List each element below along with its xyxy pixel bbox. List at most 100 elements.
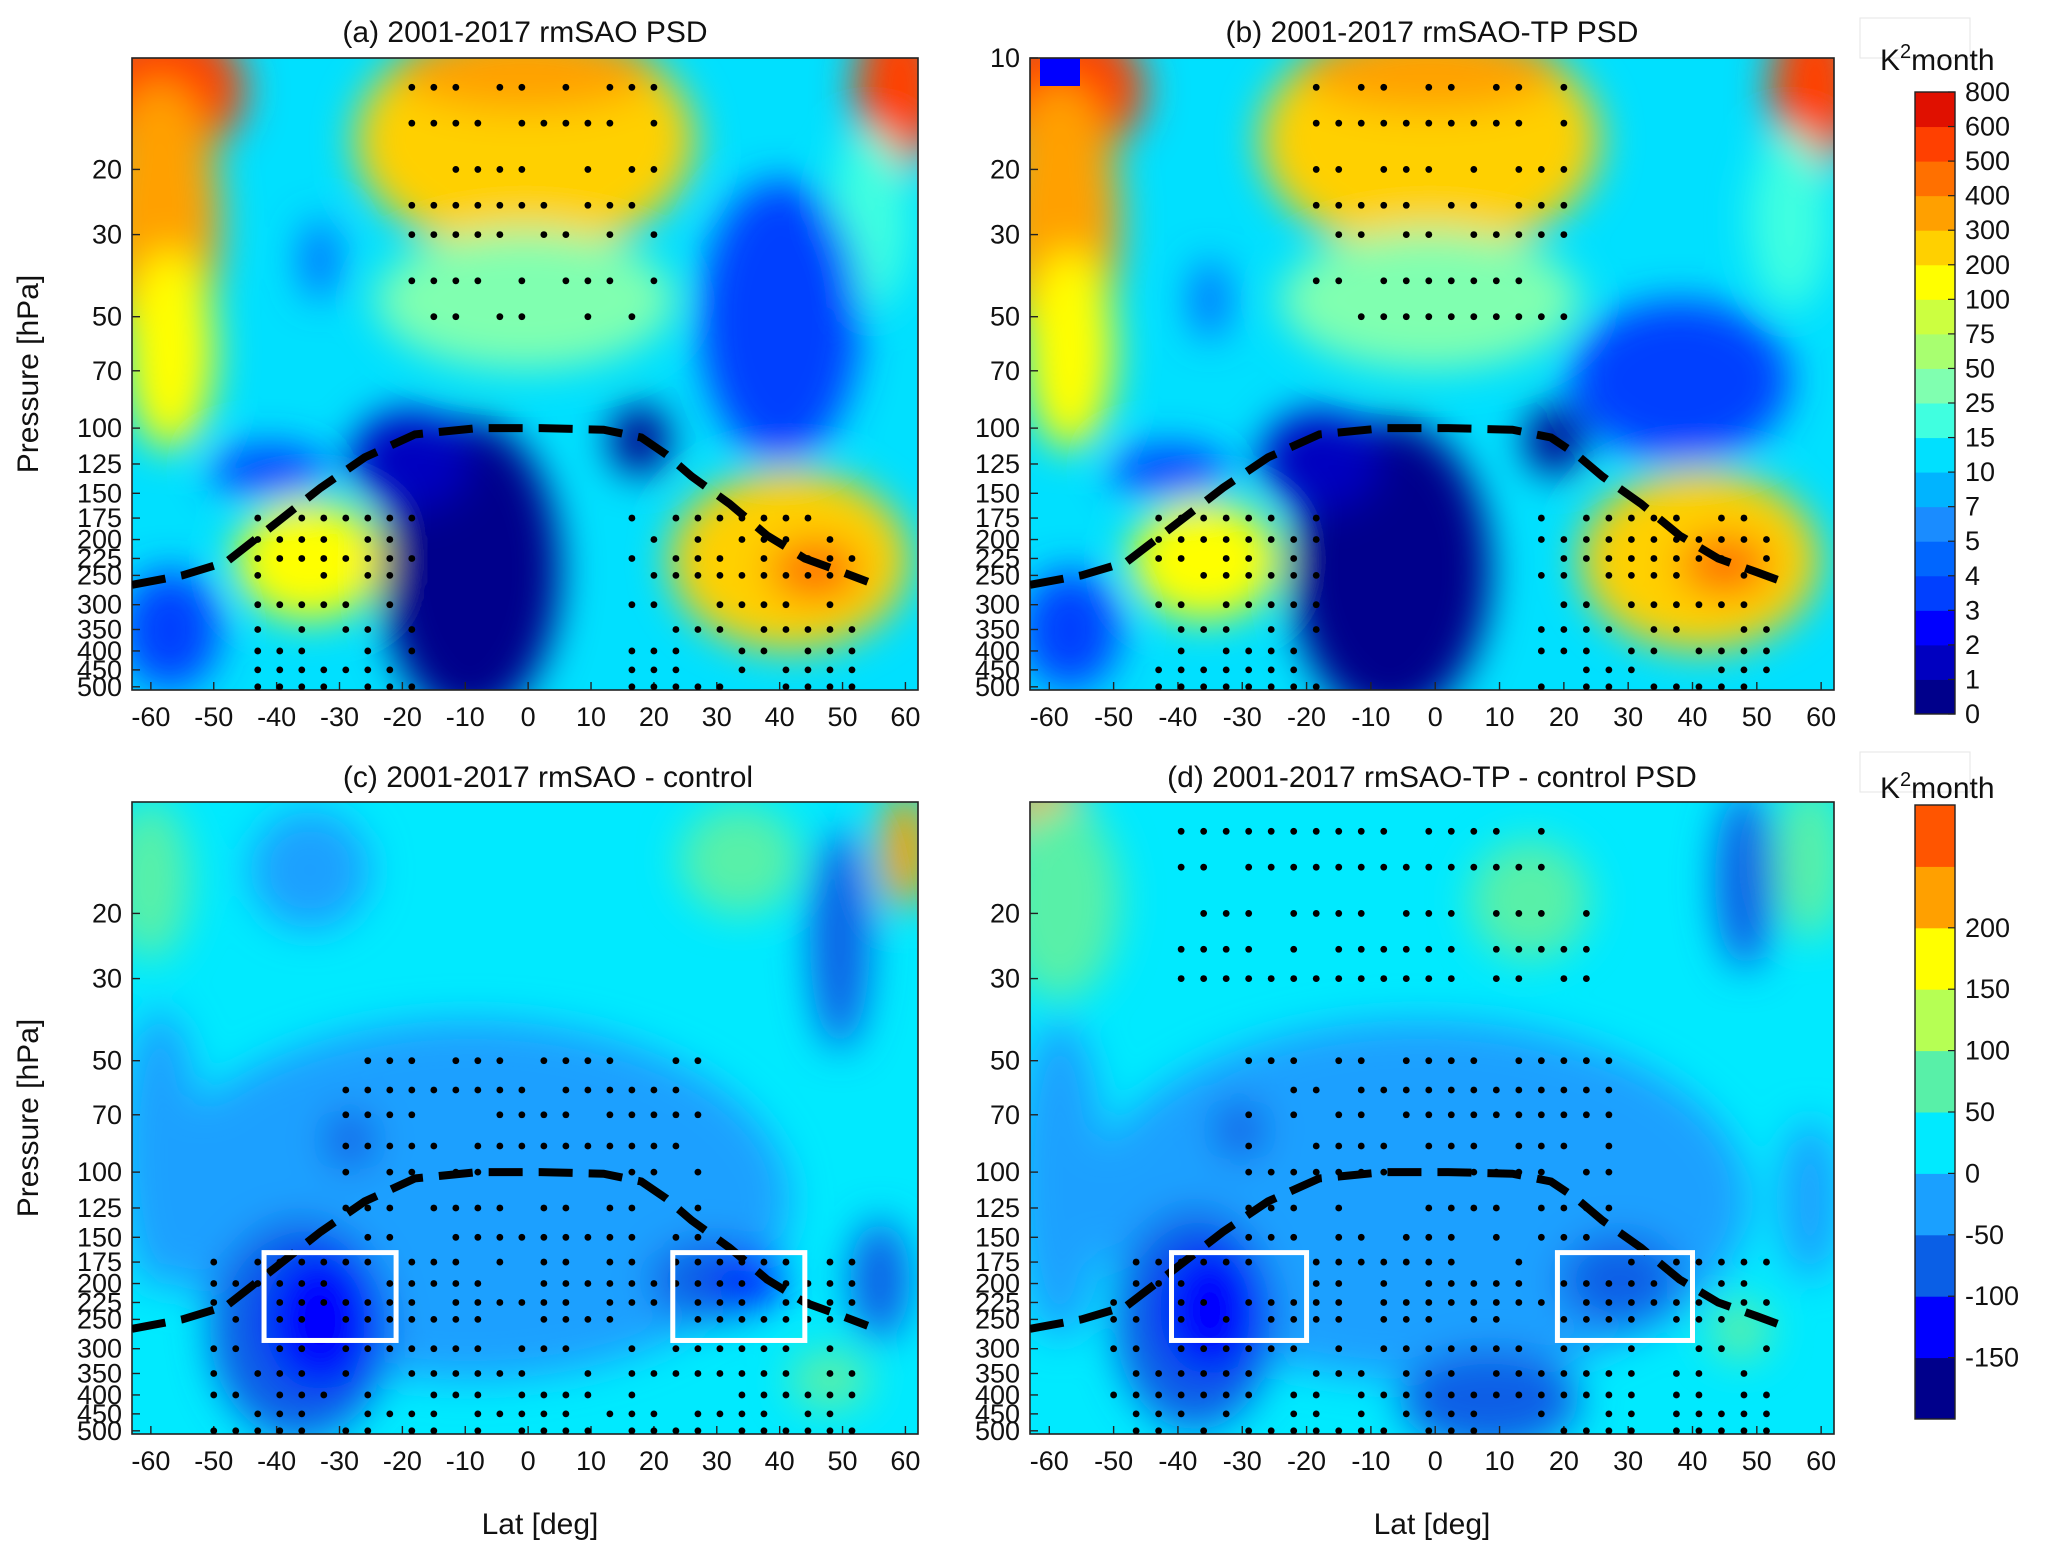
significance-dot (606, 1142, 614, 1150)
significance-dot (1537, 1142, 1545, 1150)
significance-dot (1470, 277, 1478, 285)
x-axis-label: Lat [deg] (1374, 1508, 1491, 1541)
panel-c: -60 -50 -40 -30 -20 -10 0 10 20 30 40 50 60 20 30 50 70 1… (77, 761, 921, 1476)
significance-dot (518, 277, 526, 285)
significance-dot (430, 83, 438, 91)
significance-dot (452, 201, 460, 209)
significance-dot (804, 572, 812, 579)
significance-dot (1335, 1345, 1343, 1353)
significance-dot (1290, 683, 1298, 690)
significance-dot (1447, 910, 1455, 917)
significance-dot (672, 1086, 680, 1094)
significance-dot (1627, 514, 1635, 522)
y-tick-label: 150 (77, 478, 122, 508)
significance-dot (1627, 1280, 1635, 1287)
significance-dot (1627, 1427, 1635, 1434)
x-tick-label: 40 (1677, 1446, 1707, 1476)
colorbar-segment (1915, 927, 1955, 990)
y-tick-label: 400 (77, 636, 122, 666)
significance-dot (1605, 1391, 1613, 1399)
significance-dot (1447, 83, 1455, 91)
significance-dot (1492, 1299, 1500, 1306)
significance-dot (1470, 1410, 1478, 1418)
significance-dot (1425, 1370, 1433, 1377)
significance-dot (320, 555, 328, 562)
significance-dot (1515, 277, 1523, 285)
significance-dot (1718, 1345, 1725, 1353)
significance-dot (1155, 1410, 1163, 1418)
significance-dot (1290, 666, 1298, 674)
significance-dot (474, 1280, 482, 1287)
significance-dot (1357, 83, 1365, 91)
y-tick-label: 400 (77, 1380, 122, 1410)
significance-dot (562, 1233, 570, 1241)
significance-dot (474, 1427, 482, 1434)
significance-dot (1222, 1258, 1230, 1266)
significance-dot (496, 231, 504, 238)
significance-dot (1537, 647, 1545, 655)
x-tick-label: -20 (1287, 702, 1326, 732)
significance-dot (584, 1427, 592, 1434)
significance-dot (540, 1316, 548, 1323)
significance-dot (1650, 536, 1658, 543)
significance-dot (254, 514, 262, 522)
significance-dot (1222, 910, 1230, 917)
significance-dot (1695, 1427, 1703, 1434)
y-tick-label: 10 (990, 43, 1020, 73)
x-tick-label: -50 (1094, 1446, 1133, 1476)
significance-dot (1605, 1204, 1613, 1212)
significance-dot (826, 683, 834, 690)
significance-dot (694, 1299, 702, 1306)
significance-dot (1312, 201, 1320, 209)
significance-dot (1515, 201, 1523, 209)
significance-dot (1560, 1427, 1568, 1434)
significance-dot (1312, 1410, 1320, 1418)
significance-dot (1222, 1316, 1230, 1323)
significance-dot (298, 1391, 306, 1399)
significance-dot (342, 1258, 350, 1266)
significance-dot (1470, 1299, 1478, 1306)
significance-dot (1267, 1316, 1275, 1323)
x-tick-label: -10 (1351, 1446, 1390, 1476)
significance-dot (1650, 572, 1658, 579)
colorbar-segment (1915, 1296, 1955, 1359)
significance-dot (562, 1258, 570, 1266)
significance-dot (342, 1168, 350, 1176)
significance-dot (430, 1280, 438, 1287)
significance-dot (584, 166, 592, 173)
significance-dot (1492, 975, 1500, 982)
significance-dot (826, 1427, 834, 1434)
significance-dot (1290, 1111, 1298, 1119)
significance-dot (1492, 1316, 1500, 1323)
significance-dot (1155, 601, 1163, 609)
significance-dot (672, 1142, 680, 1150)
colorbar-segment (1915, 264, 1955, 300)
significance-dot (716, 1299, 724, 1306)
significance-dot (1177, 1410, 1185, 1418)
colorbar-segment (1915, 403, 1955, 439)
significance-dot (1177, 945, 1185, 953)
significance-dot (1335, 1258, 1343, 1266)
significance-dot (408, 1316, 416, 1323)
significance-dot (1425, 863, 1433, 871)
significance-dot (628, 83, 636, 91)
significance-dot (276, 1280, 284, 1287)
significance-dot (1132, 1391, 1140, 1399)
significance-dot (364, 647, 372, 655)
significance-dot (408, 1111, 416, 1119)
significance-dot (1290, 555, 1298, 562)
significance-dot (1515, 166, 1523, 173)
significance-dot (650, 572, 658, 579)
significance-dot (1582, 1111, 1590, 1119)
colorbar-label: 15 (1965, 423, 1995, 453)
significance-dot (1447, 1111, 1455, 1119)
significance-dot (672, 1233, 680, 1241)
significance-dot (716, 601, 724, 609)
significance-dot (1200, 1370, 1208, 1377)
x-tick-label: 30 (702, 1446, 732, 1476)
significance-dot (474, 1057, 482, 1065)
significance-dot (1718, 647, 1725, 655)
significance-dot (1537, 313, 1545, 321)
significance-dot (1763, 1258, 1770, 1266)
colorbar-label: 10 (1965, 457, 1995, 487)
